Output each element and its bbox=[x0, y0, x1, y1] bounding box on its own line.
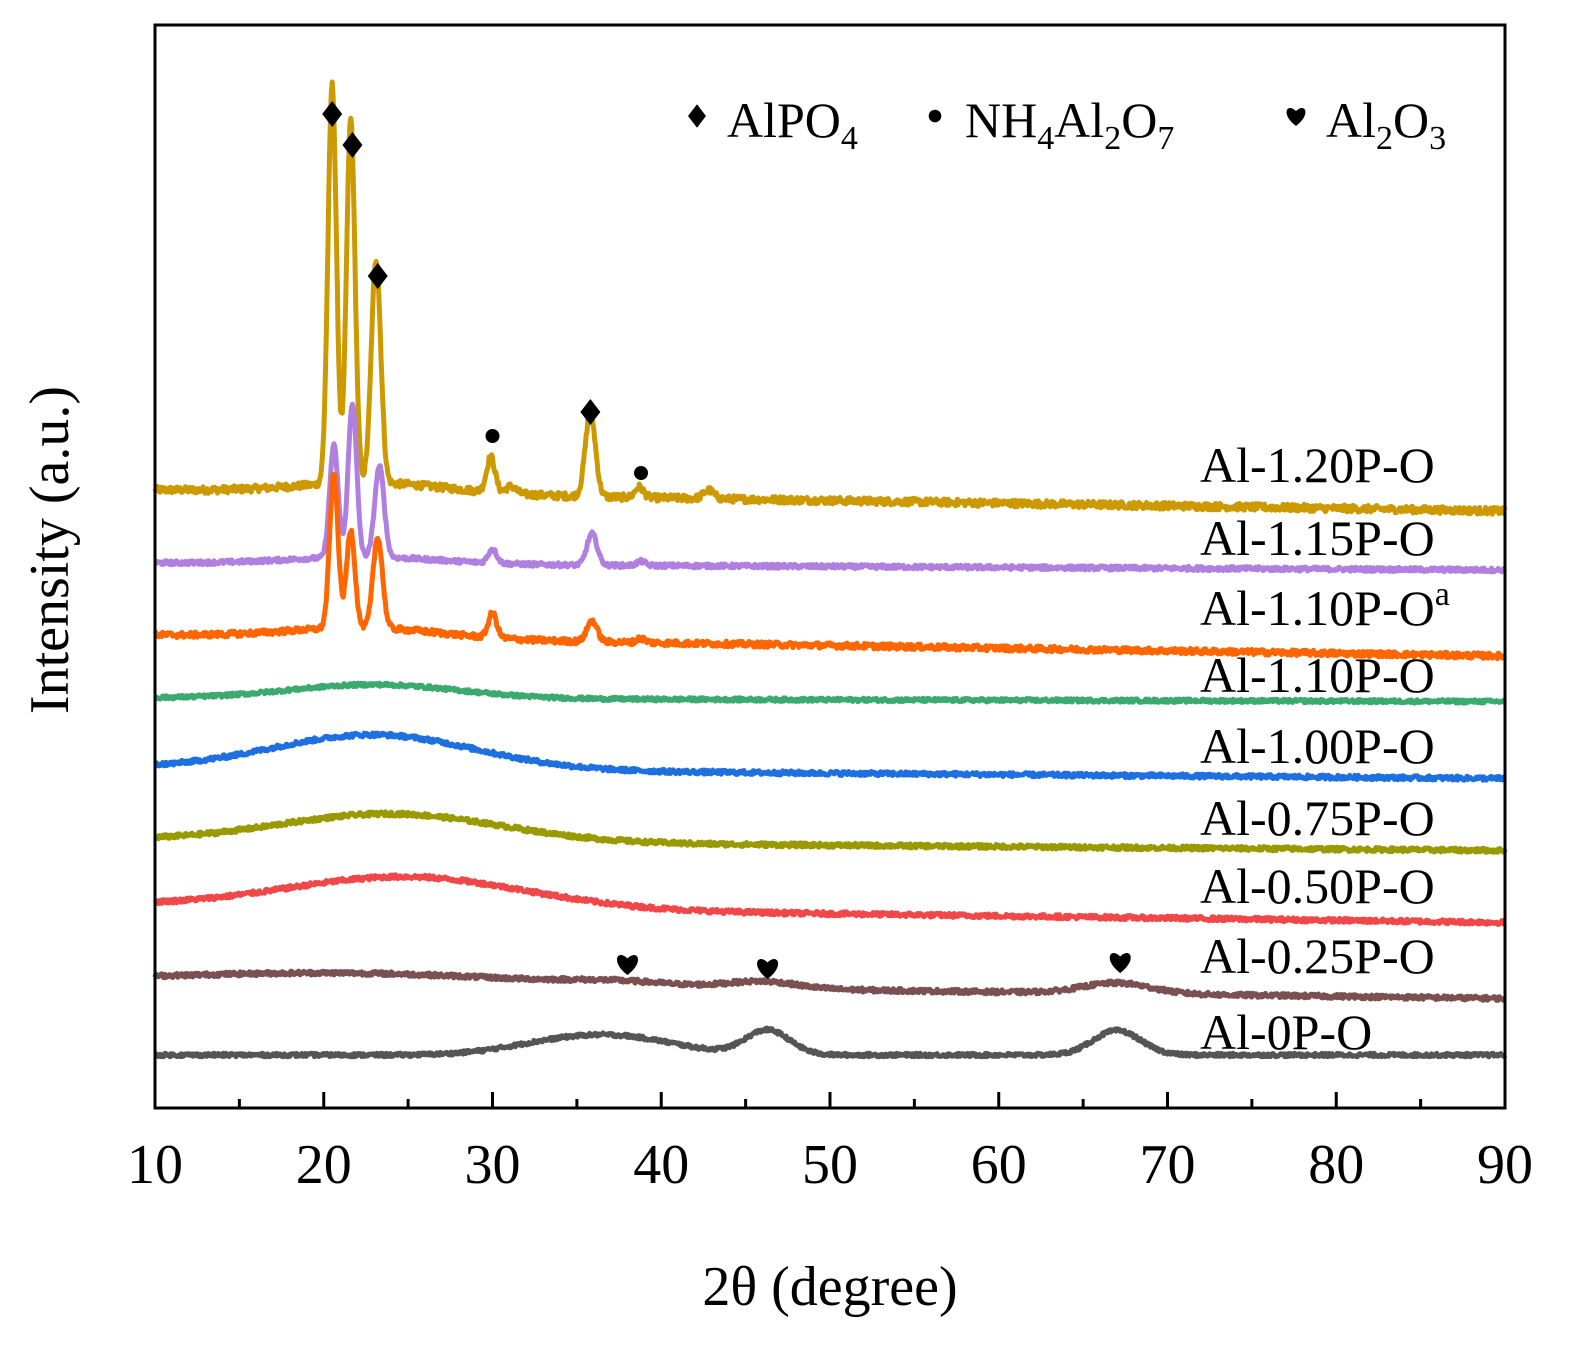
legend: AlPO4 NH4Al2O7 Al2O3 bbox=[688, 92, 1446, 157]
legend-label: NH4Al2O7 bbox=[965, 92, 1174, 157]
legend-label: AlPO4 bbox=[727, 92, 858, 157]
series-label: Al-1.15P-O bbox=[1200, 510, 1435, 566]
x-tick-label: 80 bbox=[1308, 1134, 1364, 1196]
series-line-al-1-20p-o bbox=[152, 79, 1508, 517]
x-tick-label: 10 bbox=[127, 1134, 183, 1196]
series-label: Al-0.50P-O bbox=[1200, 858, 1435, 914]
axes: 10 20 30 40 50 60 70 80 90 bbox=[127, 23, 1533, 1196]
peak-annotations bbox=[322, 101, 1131, 979]
series-line-al-0-25p-o bbox=[152, 968, 1507, 1003]
legend-entry: NH4Al2O7 bbox=[928, 92, 1174, 157]
plot-area bbox=[152, 79, 1508, 1060]
series-label: Al-0P-O bbox=[1200, 1004, 1372, 1060]
series-line-al-1-15p-o bbox=[153, 401, 1508, 575]
dot-marker-icon bbox=[485, 429, 500, 443]
heart-marker-icon bbox=[616, 955, 639, 975]
series-line-al-0-50p-o bbox=[153, 872, 1507, 927]
x-tick-label: 20 bbox=[296, 1134, 352, 1196]
series-label: Al-1.10P-Oa bbox=[1200, 576, 1450, 636]
dot-marker-icon bbox=[928, 109, 942, 123]
x-tick-label: 50 bbox=[802, 1134, 858, 1196]
series-line-al-0-75p-o bbox=[153, 809, 1508, 855]
dot-marker-icon bbox=[634, 466, 648, 480]
series-label: Al-0.75P-O bbox=[1200, 790, 1435, 846]
legend-entry: AlPO4 bbox=[688, 92, 858, 157]
y-axis-title: Intensity (a.u.) bbox=[19, 386, 81, 714]
series-line-al-1-10p-o-a bbox=[152, 472, 1508, 662]
series-line-al-1-10p-o bbox=[153, 680, 1508, 706]
x-tick-label: 40 bbox=[633, 1134, 689, 1196]
x-tick-label: 90 bbox=[1477, 1134, 1533, 1196]
diamond-marker-icon bbox=[580, 399, 601, 425]
x-tick-label: 30 bbox=[465, 1134, 521, 1196]
series-line-al-1-00p-o bbox=[153, 730, 1507, 783]
heart-marker-icon bbox=[757, 959, 779, 979]
series-line-al-0p-o bbox=[153, 1025, 1508, 1060]
diamond-marker-icon bbox=[322, 101, 343, 127]
x-tick-label: 60 bbox=[971, 1134, 1027, 1196]
legend-label: Al2O3 bbox=[1326, 92, 1446, 157]
series-label: Al-1.20P-O bbox=[1200, 437, 1435, 493]
series-label: Al-0.25P-O bbox=[1200, 928, 1435, 984]
heart-marker-icon bbox=[1109, 953, 1131, 973]
x-axis-title: 2θ (degree) bbox=[702, 1256, 957, 1318]
diamond-marker-icon bbox=[688, 104, 706, 128]
series-labels: Al-1.20P-O Al-1.15P-O Al-1.10P-Oa Al-1.10P-… bbox=[1200, 437, 1450, 1060]
heart-marker-icon bbox=[1286, 107, 1306, 126]
series-label: Al-1.00P-O bbox=[1200, 718, 1435, 774]
diamond-marker-icon bbox=[367, 263, 388, 289]
series-label: Al-1.10P-O bbox=[1200, 647, 1435, 703]
x-tick-label: 70 bbox=[1140, 1134, 1196, 1196]
diamond-marker-icon bbox=[342, 132, 363, 158]
legend-entry: Al2O3 bbox=[1286, 92, 1446, 157]
